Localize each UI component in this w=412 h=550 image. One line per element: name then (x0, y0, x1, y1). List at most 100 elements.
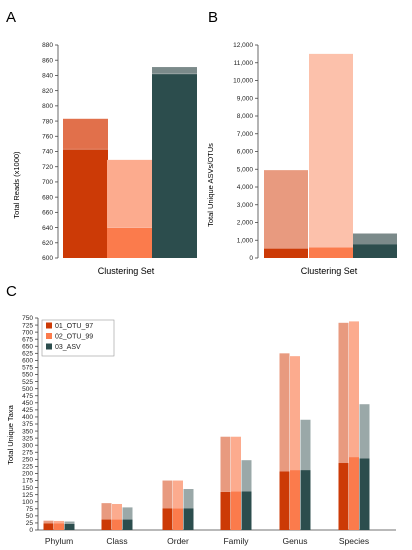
panel-a-y-tick-label: 720 (42, 164, 53, 171)
panel-a-bar-bottom (63, 149, 108, 258)
panel-c-y-tick-label: 350 (22, 428, 33, 435)
panel-b-bars (264, 53, 397, 258)
panel-c-bar-bottom (359, 458, 370, 530)
panel-c-y-tick-label: 50 (26, 513, 34, 520)
panel-a-bars (63, 67, 197, 259)
panel-c-legend: 01_OTU_97 02_OTU_99 03_ASV (41, 319, 115, 357)
panel-c-bar-bottom (231, 491, 241, 530)
panel-c-legend-box (41, 319, 115, 357)
panel-b-y-tick-label: 11,000 (234, 60, 254, 67)
panel-c-y-tick-label: 25 (26, 520, 34, 527)
panel-c-y-tick-label: 200 (22, 471, 33, 478)
panel-a-y-tick-label: 820 (42, 88, 53, 95)
panel-c-bars: Phylum Class Order Family Genus Species (38, 321, 396, 546)
panel-b-y-tick-label: 7,000 (237, 131, 254, 138)
panel-b-y-tick-label: 9,000 (237, 95, 254, 102)
panel-c-y-tick-label: 525 (22, 379, 33, 386)
panel-c-bar-top (290, 356, 300, 471)
panel-c-bar-bottom (349, 457, 359, 530)
panel-c-bar-top (241, 460, 252, 492)
panel-c-bar-top (112, 503, 122, 520)
panel-c-bar-top (359, 404, 370, 459)
panel-c-bar-top (122, 507, 133, 520)
panel-c-bar-bottom (241, 491, 252, 530)
panel-a-y-tick-label: 800 (42, 103, 53, 110)
panel-b-y-tick-label: 2,000 (237, 220, 254, 227)
panel-b-y-axis-label: Total Unique ASVs/OTUs (206, 143, 215, 227)
panel-b-y-tick-label: 6,000 (237, 149, 254, 156)
panel-c-category-label: Species (339, 536, 369, 546)
panel-c-bar-bottom (300, 470, 311, 530)
panel-a: A Total Reads (x1000) Clustering Set 600… (6, 9, 197, 276)
panel-c-bar-top (43, 520, 54, 524)
panel-c-y-tick-label: 175 (22, 478, 33, 485)
panel-c-bar-top (162, 480, 173, 509)
panel-b-x-axis-label: Clustering Set (301, 266, 358, 276)
panel-b-y-tick-label: 10,000 (233, 78, 253, 85)
panel-c-y-tick-label: 700 (22, 329, 33, 336)
panel-c-bar-top (231, 436, 241, 492)
panel-c-y-tick-label: 425 (22, 407, 33, 414)
panel-c-label: C (6, 283, 17, 300)
panel-a-bar-bottom (107, 227, 152, 258)
panel-c-y-tick-label: 75 (26, 506, 34, 513)
panel-c-bar-bottom (112, 519, 122, 530)
panel-c-legend-swatch (46, 333, 52, 339)
panel-c-bar-top (220, 436, 231, 492)
panel-c-y-tick-label: 475 (22, 393, 33, 400)
panel-c-bar-bottom (338, 463, 349, 530)
panel-c-y-axis: 0255075100125150175200225250275300325350… (22, 315, 39, 534)
panel-b-bar-bottom (309, 247, 353, 258)
panel-a-y-tick-label: 780 (42, 118, 53, 125)
panel-c-bar-bottom (122, 519, 133, 530)
panel-b-y-tick-label: 3,000 (237, 202, 254, 209)
panel-a-y-tick-label: 660 (42, 210, 53, 217)
panel-a-y-axis: 600 620 640 660 680 700 720 740 760 780 800 820 840 8… (42, 42, 59, 262)
panel-c-legend-swatch (46, 343, 52, 350)
panel-c-legend-label: 02_OTU_99 (55, 334, 93, 341)
panel-c-y-tick-label: 550 (22, 372, 33, 379)
panel-c-bar-top (279, 353, 290, 472)
panel-c-y-tick-label: 0 (29, 527, 33, 534)
panel-c-bar-top (64, 521, 75, 524)
panel-c-y-tick-label: 650 (22, 343, 33, 350)
panel-b-label: B (208, 9, 218, 26)
panel-c-y-tick-label: 150 (22, 485, 33, 492)
panel-c-category-label: Genus (282, 536, 307, 546)
panel-a-bar-top (107, 159, 152, 228)
panel-b-y-tick-label: 12,000 (233, 42, 253, 49)
panel-a-x-axis-label: Clustering Set (98, 266, 155, 276)
panel-c-category-label: Family (223, 536, 249, 546)
panel-a-y-tick-label: 740 (42, 149, 53, 156)
panel-c-y-tick-label: 325 (22, 435, 33, 442)
panel-c-y-tick-label: 400 (22, 414, 33, 421)
panel-c-bar-bottom (279, 471, 290, 530)
panel-c-bar-bottom (64, 523, 75, 530)
panel-c-bar-bottom (162, 508, 173, 530)
panel-b-y-tick-label: 4,000 (237, 184, 254, 191)
panel-c-y-tick-label: 375 (22, 421, 33, 428)
panel-a-y-tick-label: 860 (42, 57, 53, 64)
panel-c-y-tick-label: 275 (22, 449, 33, 456)
panel-c-y-tick-label: 600 (22, 358, 33, 365)
panel-b-bar-bottom (264, 248, 308, 258)
panel-a-y-tick-label: 680 (42, 194, 53, 201)
panel-c-y-tick-label: 300 (22, 442, 33, 449)
panel-c-bar-top (338, 322, 349, 464)
panel-a-y-tick-label: 640 (42, 225, 53, 232)
panel-b-bar-top (353, 233, 397, 245)
panel-c-y-tick-label: 575 (22, 365, 33, 372)
panel-b-y-tick-label: 0 (249, 255, 253, 262)
panel-c-y-tick-label: 125 (22, 492, 33, 499)
panel-c-y-tick-label: 225 (22, 464, 33, 471)
panel-c-bar-bottom (183, 508, 194, 530)
panel-c-bar-top (183, 489, 194, 509)
panel-c-legend-label: 01_OTU_97 (55, 323, 93, 330)
panel-c-bar-bottom (54, 523, 64, 530)
panel-c-category-label: Phylum (45, 536, 73, 546)
panel-b: B Total Unique ASVs/OTUs Clustering Set … (206, 9, 397, 276)
panel-b-y-axis: 0 1,000 2,000 3,000 4,000 5,000 6,000 7,000 8,00… (233, 42, 259, 262)
panel-a-bar-bottom (152, 73, 197, 259)
panel-a-y-tick-label: 620 (42, 240, 53, 247)
